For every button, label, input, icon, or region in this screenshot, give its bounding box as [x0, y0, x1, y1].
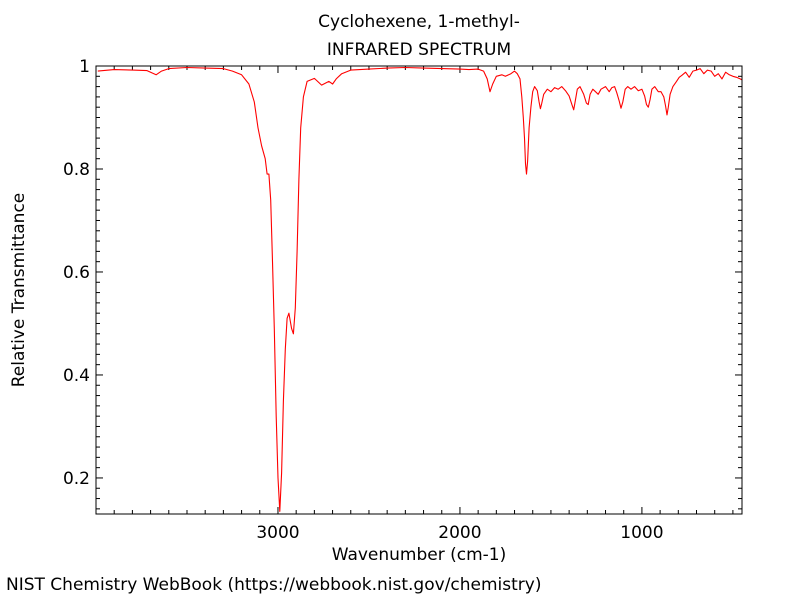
y-tick-label: 1 [79, 57, 90, 77]
x-axis-label: Wavenumber (cm-1) [332, 545, 507, 565]
x-tick-label: 1000 [620, 523, 663, 543]
spectrum-line [97, 66, 743, 512]
y-axis: 0.2 0.4 0.6 0.8 1 [63, 57, 742, 510]
y-tick-label: 0.2 [63, 469, 90, 489]
x-tick-label: 3000 [256, 523, 299, 543]
y-tick-label: 0.8 [63, 160, 90, 180]
y-tick-label: 0.6 [63, 263, 90, 283]
plot-frame [95, 65, 743, 515]
chart-title: Cyclohexene, 1-methyl- [318, 12, 520, 32]
x-tick-label: 2000 [438, 523, 481, 543]
ir-spectrum-chart: Cyclohexene, 1-methyl- INFRARED SPECTRUM… [9, 12, 743, 565]
x-axis: 3000 2000 1000 [113, 66, 734, 543]
source-credit: NIST Chemistry WebBook (https://webbook.… [6, 575, 542, 595]
chart-subtitle: INFRARED SPECTRUM [327, 40, 511, 60]
y-axis-label: Relative Transmittance [9, 193, 29, 388]
y-tick-label: 0.4 [63, 366, 90, 386]
